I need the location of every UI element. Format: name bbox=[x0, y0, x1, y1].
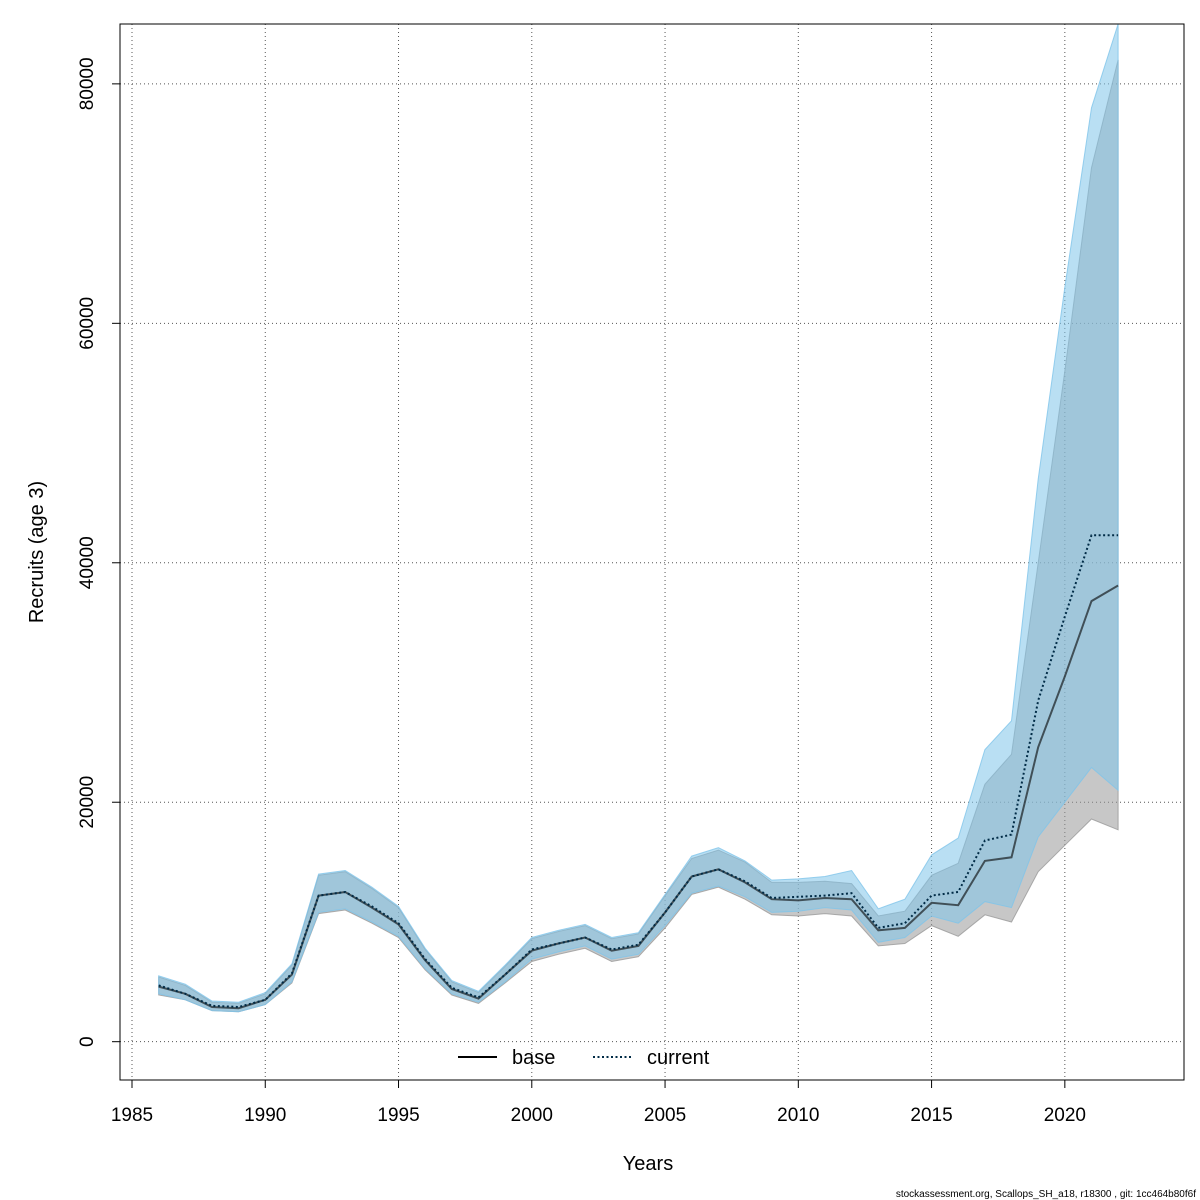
x-axis: 1985 1990 1995 2000 2005 2010 2015 2020 bbox=[111, 1079, 1086, 1126]
x-axis-title: Years bbox=[623, 1153, 673, 1175]
y-tick-label-40000: 40000 bbox=[77, 536, 98, 589]
line-current bbox=[158, 534, 1119, 1009]
y-tick-label-80000: 80000 bbox=[77, 57, 98, 110]
x-tick-label-2020: 2020 bbox=[1044, 1105, 1086, 1126]
y-tick-label-60000: 60000 bbox=[77, 297, 98, 350]
legend-label-base: base bbox=[512, 1047, 555, 1069]
x-tick-label-1985: 1985 bbox=[111, 1105, 153, 1126]
y-tick-label-20000: 20000 bbox=[77, 776, 98, 829]
x-tick-label-2005: 2005 bbox=[644, 1105, 686, 1126]
y-tick-label-0: 0 bbox=[77, 1036, 98, 1047]
y-axis-title: Recruits (age 3) bbox=[26, 481, 48, 623]
series-lines bbox=[158, 534, 1119, 1010]
confidence-bands bbox=[158, 23, 1119, 1013]
band-current bbox=[158, 23, 1119, 1013]
footer-credit: stockassessment.org, Scallops_SH_a18, r1… bbox=[896, 1189, 1196, 1200]
y-axis: 0 20000 40000 60000 80000 bbox=[77, 57, 121, 1047]
legend-label-current: current bbox=[647, 1047, 710, 1069]
x-tick-label-2000: 2000 bbox=[511, 1105, 553, 1126]
legend: base current bbox=[458, 1047, 710, 1069]
x-tick-label-1990: 1990 bbox=[244, 1105, 286, 1126]
x-tick-label-2015: 2015 bbox=[910, 1105, 952, 1126]
x-tick-label-2010: 2010 bbox=[777, 1105, 819, 1126]
grid-lines bbox=[120, 24, 1184, 1080]
x-tick-label-1995: 1995 bbox=[377, 1105, 419, 1126]
